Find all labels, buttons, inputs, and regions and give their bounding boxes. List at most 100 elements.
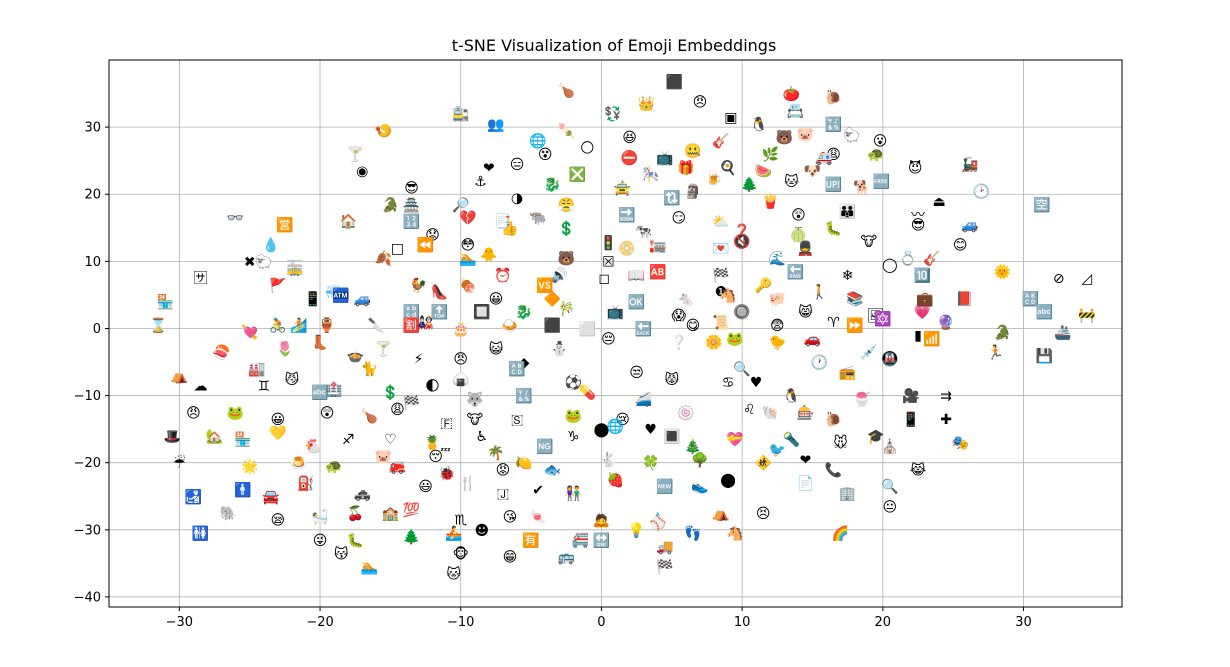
emoji-point: 💍 <box>899 250 916 267</box>
emoji-point: 🚗 <box>804 332 821 348</box>
emoji-point: 🐧 <box>783 388 800 405</box>
emoji-point: 💔 <box>459 210 477 227</box>
emoji-point: 🏄 <box>290 317 308 334</box>
emoji-point: 🌳 <box>691 450 708 468</box>
emoji-point: 🍲 <box>346 347 363 364</box>
emoji-point: 😀 <box>271 412 286 428</box>
emoji-point: 🚢 <box>1054 325 1071 341</box>
emoji-point: ⚾ <box>648 514 666 532</box>
emoji-point: ⬤ <box>594 422 610 438</box>
emoji-point: ⚓ <box>474 174 487 190</box>
emoji-point: 🐻 <box>558 249 576 267</box>
emoji-point: 🍒 <box>346 505 363 522</box>
emoji-point: 🍥 <box>677 404 694 421</box>
emoji-point: ❎ <box>569 166 586 183</box>
emoji-point: 🚻 <box>192 525 209 542</box>
emoji-point: 😸 <box>798 304 813 321</box>
emoji-point: 😽 <box>334 545 349 562</box>
emoji-point: 🍗 <box>558 82 575 99</box>
emoji-point: 🍓 <box>607 471 624 488</box>
emoji-point: 🐴 <box>726 525 743 542</box>
emoji-point: ▣ <box>724 110 737 126</box>
emoji-point: 🎄 <box>684 438 701 455</box>
emoji-point: 🎸 <box>712 133 729 150</box>
emoji-point: 🚘 <box>262 489 280 505</box>
emoji-point: 😏 <box>672 211 687 227</box>
emoji-point: 🔶 <box>543 290 560 307</box>
emoji-point: ♿ <box>476 429 489 445</box>
emoji-point: ⛔ <box>621 149 638 166</box>
emoji-point: ❶ <box>715 285 728 301</box>
emoji-point: 😘 <box>503 509 518 525</box>
y-tick-label: −40 <box>74 590 101 605</box>
emoji-point: 😎 <box>911 217 926 233</box>
emoji-point: 😤 <box>558 196 576 213</box>
emoji-point: 🍀 <box>642 455 659 472</box>
emoji-point: 🔯 <box>874 310 891 327</box>
emoji-point: 🔤 <box>311 384 328 401</box>
emoji-point: ⬛ <box>666 73 683 90</box>
y-axis: −40 −30 −20 −10 0 10 20 30 <box>74 121 109 605</box>
emoji-point: 🐧 <box>750 116 767 133</box>
emoji-point: 🐛 <box>346 532 363 549</box>
emoji-point: 🍮 <box>290 456 307 472</box>
emoji-point: 🐕 <box>853 180 870 197</box>
emoji-point: 🚓 <box>354 486 372 502</box>
emoji-point: 🔠 <box>1022 290 1039 307</box>
emoji-point: 🏪 <box>157 294 174 311</box>
emoji-point: 🐌 <box>825 89 842 106</box>
emoji-point: 🌓 <box>425 379 440 395</box>
emoji-point: 🔠 <box>508 361 525 378</box>
emoji-point: 🚌 <box>558 550 576 566</box>
emoji-point: 😟 <box>425 228 440 244</box>
emoji-point: 📜 <box>712 314 729 331</box>
emoji-point: 😑 <box>510 157 525 173</box>
emoji-point: ◿ <box>1081 271 1092 287</box>
emoji-point: 🌊 <box>769 250 786 267</box>
emoji-point: 📚 <box>846 290 863 307</box>
emoji-point: □ <box>391 241 404 257</box>
emoji-point: 👢 <box>311 334 328 351</box>
emoji-point: 🔚 <box>787 263 804 280</box>
emoji-point: ⌛ <box>150 317 167 334</box>
emoji-point: 🆗 <box>628 294 645 311</box>
emoji-point: 💨 <box>325 284 342 301</box>
emoji-point: 🚹 <box>234 482 251 499</box>
emoji-point: 👍 <box>501 220 518 237</box>
emoji-point: 😠 <box>453 352 468 368</box>
emoji-point: 🔟 <box>913 267 930 284</box>
emoji-point: 🔑 <box>755 276 773 294</box>
emoji-point: 🈹 <box>403 317 420 334</box>
emoji-point: 👟 <box>691 479 709 495</box>
emoji-point: 🚙 <box>961 217 978 233</box>
emoji-point: 🍋 <box>515 456 532 472</box>
emoji-point: 💊 <box>579 383 597 401</box>
emoji-point: ♡ <box>384 432 397 448</box>
emoji-point: 🈳 <box>1033 196 1050 213</box>
emoji-point: 🐊 <box>994 323 1011 341</box>
emoji-point: 🚇 <box>881 351 898 368</box>
emoji-point: 🐉 <box>543 176 560 193</box>
emoji-point: ⬜ <box>579 320 596 337</box>
emoji-point: 🚄 <box>635 391 652 408</box>
emoji-point: ♐ <box>342 432 355 448</box>
emoji-point: 😁 <box>503 550 518 566</box>
emoji-point: 🐸 <box>565 409 582 425</box>
emoji-point: ⛄ <box>551 341 568 358</box>
emoji-point: 🚉 <box>452 106 469 123</box>
emoji-point: 🔎 <box>452 195 470 213</box>
emoji-point: 🎎 <box>417 314 435 331</box>
emoji-point: 🔪 <box>368 317 385 334</box>
emoji-point: ❤ <box>483 160 495 176</box>
emoji-point: 🕐 <box>811 354 828 371</box>
emoji-point: 😣 <box>756 506 771 522</box>
emoji-point: ⛽ <box>297 475 314 492</box>
emoji-point: 💗 <box>913 304 931 321</box>
emoji-point: 🔣 <box>825 116 842 133</box>
emoji-point: 😳 <box>460 238 475 254</box>
emoji-point: 🆎 <box>649 263 666 280</box>
emoji-point: ⚽ <box>564 374 582 391</box>
emoji-point: ◆ <box>519 355 530 371</box>
grid-lines <box>109 60 1122 607</box>
emoji-point: 🐃 <box>529 211 546 227</box>
